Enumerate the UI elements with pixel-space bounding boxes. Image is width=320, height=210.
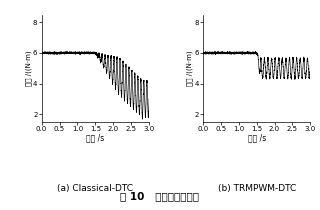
Text: (a) Classical-DTC: (a) Classical-DTC — [57, 184, 133, 193]
Text: 图 10   电主轴输出转矩: 图 10 电主轴输出转矩 — [121, 192, 199, 202]
Text: (b) TRMPWM-DTC: (b) TRMPWM-DTC — [218, 184, 296, 193]
X-axis label: 时间 /s: 时间 /s — [247, 133, 266, 142]
Y-axis label: 转矩 /((N·m): 转矩 /((N·m) — [186, 50, 193, 86]
Y-axis label: 转矩 /((N·m): 转矩 /((N·m) — [25, 50, 32, 86]
X-axis label: 时间 /s: 时间 /s — [86, 133, 105, 142]
